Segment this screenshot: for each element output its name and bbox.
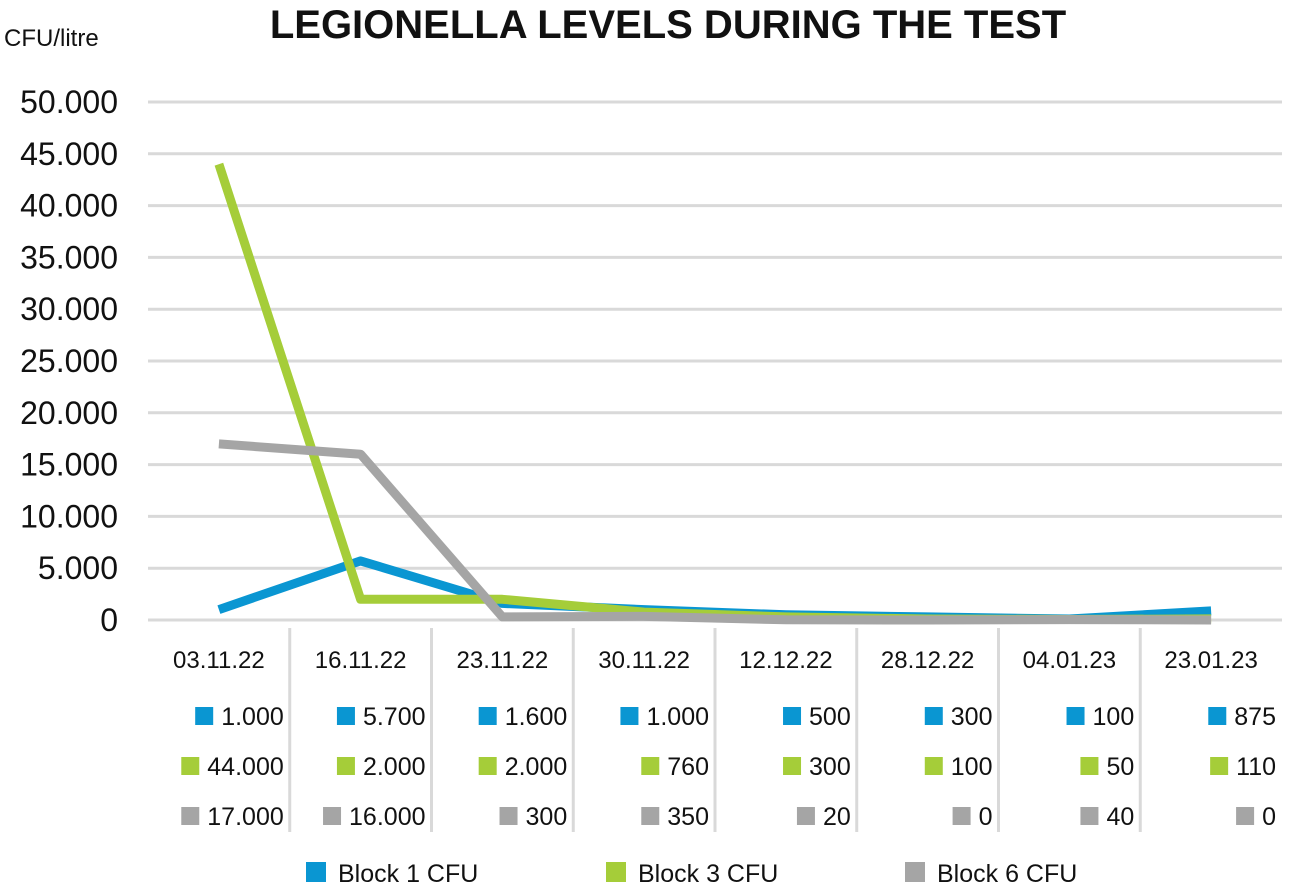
- data-table: 03.11.22 16.11.22 23.11.22 30.11.22 12.12.22…: [173, 628, 1276, 832]
- data-table-value: 100: [1093, 703, 1135, 731]
- x-category-label: 03.11.22: [173, 647, 265, 674]
- data-table-legend-key: [181, 757, 200, 775]
- data-table-value: 350: [667, 803, 709, 831]
- y-tick-label: 25.000: [20, 343, 118, 379]
- data-table-value: 1.600: [505, 703, 568, 731]
- y-tick-label: 20.000: [20, 395, 118, 431]
- series-lines: [214, 162, 1212, 625]
- series-line: [218, 439, 1212, 625]
- data-table-value: 0: [979, 803, 993, 831]
- y-axis-ticks: 0 5.000 10.000 15.000 20.000 25.000 30.000 35.0…: [20, 84, 118, 638]
- data-table-legend-key: [952, 807, 971, 825]
- data-table-value: 760: [667, 753, 709, 781]
- data-table-legend-key: [924, 757, 943, 775]
- data-table-value: 50: [1106, 753, 1134, 781]
- y-tick-label: 35.000: [20, 239, 118, 275]
- data-table-legend-key: [783, 707, 802, 725]
- legend-label: Block 6 CFU: [937, 860, 1077, 888]
- data-table-value: 0: [1262, 803, 1276, 831]
- y-tick-label: 50.000: [20, 84, 118, 120]
- data-table-legend-key: [336, 707, 355, 725]
- data-table-value: 1.000: [646, 703, 709, 731]
- data-table-value: 500: [809, 703, 851, 731]
- y-tick-label: 45.000: [20, 136, 118, 172]
- data-table-legend-key: [641, 757, 660, 775]
- y-tick-label: 15.000: [20, 447, 118, 483]
- data-table-value: 17.000: [207, 803, 283, 831]
- data-table-legend-key: [195, 707, 214, 725]
- data-table-legend-key: [323, 807, 342, 825]
- legend-label: Block 3 CFU: [638, 860, 778, 888]
- x-category-label: 12.12.22: [739, 647, 832, 674]
- gridlines: [148, 100, 1282, 622]
- y-axis-unit-label: CFU/litre: [4, 25, 99, 52]
- data-table-value: 300: [951, 703, 993, 731]
- data-table-legend-key: [620, 707, 639, 725]
- x-category-label: 16.11.22: [315, 647, 407, 674]
- legend-swatch: [306, 862, 326, 882]
- y-tick-label: 5.000: [38, 550, 118, 586]
- data-table-legend-key: [499, 807, 518, 825]
- legend-swatch: [606, 862, 626, 882]
- x-category-label: 28.12.22: [881, 647, 974, 674]
- y-tick-label: 30.000: [20, 291, 118, 327]
- x-category-label: 30.11.22: [598, 647, 690, 674]
- y-tick-label: 10.000: [20, 498, 118, 534]
- y-tick-label: 40.000: [20, 188, 118, 224]
- data-table-legend-key: [924, 707, 943, 725]
- x-category-label: 04.01.23: [1023, 647, 1116, 674]
- data-table-value: 300: [526, 803, 568, 831]
- data-table-value: 16.000: [349, 803, 425, 831]
- legend: Block 1 CFU Block 3 CFU Block 6 CFU: [306, 860, 1077, 888]
- data-table-value: 44.000: [207, 753, 283, 781]
- chart-title: LEGIONELLA LEVELS DURING THE TEST: [270, 3, 1066, 47]
- legend-label: Block 1 CFU: [338, 860, 478, 888]
- data-table-value: 1.000: [221, 703, 284, 731]
- data-table-legend-key: [1208, 707, 1227, 725]
- data-table-value: 40: [1106, 803, 1134, 831]
- data-table-legend-key: [478, 757, 497, 775]
- data-table-legend-key: [641, 807, 660, 825]
- data-table-legend-key: [1080, 807, 1099, 825]
- data-table-value: 875: [1234, 703, 1276, 731]
- data-table-legend-key: [1066, 707, 1085, 725]
- data-table-legend-key: [1080, 757, 1099, 775]
- series-line: [214, 162, 1212, 624]
- data-table-value: 100: [951, 753, 993, 781]
- x-category-label: 23.01.23: [1164, 647, 1257, 674]
- data-table-legend-key: [783, 757, 802, 775]
- y-tick-label: 0: [100, 602, 118, 638]
- data-table-value: 2.000: [505, 753, 568, 781]
- data-table-legend-key: [1236, 807, 1255, 825]
- legend-swatch: [905, 862, 925, 882]
- data-table-legend-key: [1210, 757, 1229, 775]
- data-table-legend-key: [478, 707, 497, 725]
- data-table-legend-key: [796, 807, 815, 825]
- data-table-value: 300: [809, 753, 851, 781]
- data-table-value: 20: [823, 803, 851, 831]
- data-table-value: 2.000: [363, 753, 426, 781]
- data-table-legend-key: [181, 807, 200, 825]
- data-table-legend-key: [336, 757, 355, 775]
- data-table-value: 110: [1236, 753, 1276, 781]
- data-table-value: 5.700: [363, 703, 426, 731]
- x-category-label: 23.11.22: [457, 647, 549, 674]
